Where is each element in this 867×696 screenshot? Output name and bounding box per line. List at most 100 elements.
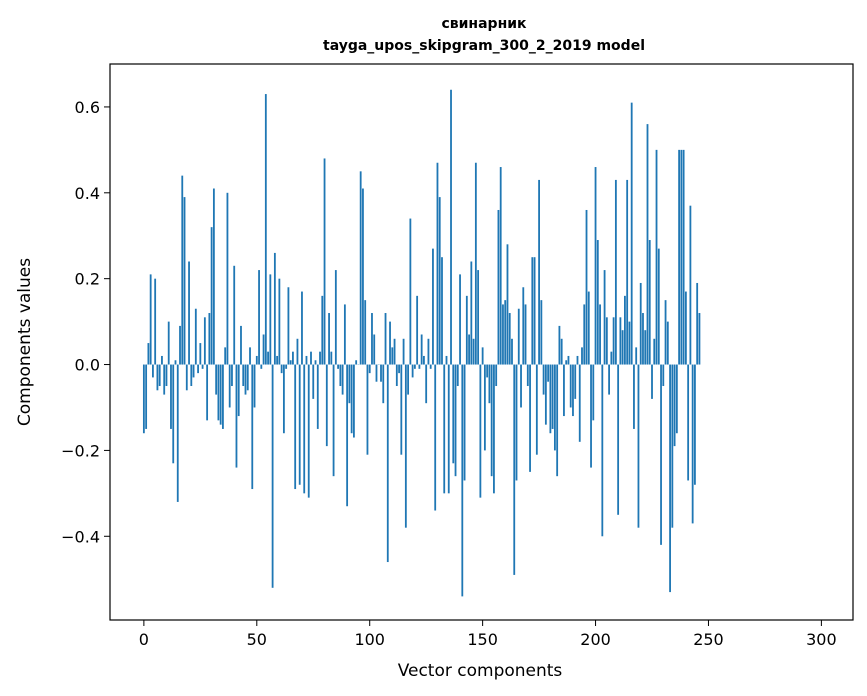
bar-99 bbox=[366, 364, 369, 455]
bar-78 bbox=[319, 351, 321, 365]
bar-238 bbox=[680, 149, 683, 365]
bar-136 bbox=[450, 89, 452, 365]
bar-53 bbox=[262, 334, 265, 365]
bar-242 bbox=[689, 205, 692, 365]
bar-217 bbox=[633, 364, 635, 429]
bar-86 bbox=[337, 364, 339, 369]
bar-209 bbox=[614, 179, 617, 365]
bar-60 bbox=[278, 278, 281, 365]
bar-56 bbox=[269, 274, 272, 365]
bar-85 bbox=[334, 270, 337, 365]
bar-4 bbox=[152, 364, 154, 378]
bar-127 bbox=[429, 364, 432, 369]
x-axis-label: Vector components bbox=[398, 661, 563, 681]
bar-100 bbox=[368, 364, 371, 374]
bar-16 bbox=[179, 325, 181, 365]
bar-39 bbox=[231, 364, 233, 387]
y-tick-label: −0.4 bbox=[61, 527, 100, 546]
bar-230 bbox=[662, 364, 665, 387]
bar-199 bbox=[592, 364, 595, 421]
bar-96 bbox=[359, 171, 362, 365]
bar-27 bbox=[203, 317, 206, 365]
bar-211 bbox=[619, 317, 622, 365]
bar-82 bbox=[328, 313, 330, 365]
bar-178 bbox=[544, 364, 547, 425]
bar-175 bbox=[538, 179, 540, 365]
bar-28 bbox=[206, 364, 209, 421]
bar-223 bbox=[646, 124, 649, 365]
bar-110 bbox=[391, 347, 394, 365]
bar-132 bbox=[441, 257, 443, 365]
bar-37 bbox=[226, 192, 229, 365]
bar-76 bbox=[314, 360, 317, 365]
bar-144 bbox=[468, 334, 470, 365]
bar-14 bbox=[174, 360, 177, 365]
bar-103 bbox=[375, 364, 378, 382]
bar-102 bbox=[373, 334, 376, 365]
x-tick-label: 300 bbox=[806, 630, 837, 649]
bar-18 bbox=[183, 197, 186, 365]
bar-130 bbox=[436, 162, 439, 365]
x-tick-label: 0 bbox=[139, 630, 149, 649]
bar-30 bbox=[210, 227, 213, 365]
bar-169 bbox=[524, 304, 527, 365]
bar-188 bbox=[567, 355, 570, 365]
bar-50 bbox=[255, 355, 258, 365]
bar-208 bbox=[612, 317, 615, 365]
y-tick-label: 0.0 bbox=[75, 356, 100, 375]
bar-72 bbox=[305, 355, 308, 365]
bar-52 bbox=[260, 364, 263, 369]
bar-153 bbox=[488, 364, 491, 404]
bar-193 bbox=[578, 364, 581, 442]
bar-21 bbox=[190, 364, 193, 387]
bar-190 bbox=[572, 364, 574, 417]
bar-226 bbox=[653, 338, 656, 365]
bar-8 bbox=[161, 355, 163, 365]
bar-128 bbox=[432, 248, 434, 365]
bar-113 bbox=[398, 364, 400, 374]
bar-210 bbox=[617, 364, 620, 515]
bar-189 bbox=[569, 364, 572, 408]
bar-133 bbox=[443, 364, 446, 494]
bar-164 bbox=[513, 364, 516, 575]
bar-205 bbox=[605, 317, 608, 365]
bar-222 bbox=[644, 330, 647, 365]
bar-148 bbox=[477, 270, 480, 365]
chart-subtitle: tayga_upos_skipgram_300_2_2019 model bbox=[323, 38, 645, 54]
bar-83 bbox=[330, 351, 333, 365]
bar-29 bbox=[208, 313, 211, 365]
bar-105 bbox=[380, 364, 382, 382]
bar-232 bbox=[666, 321, 669, 365]
bar-166 bbox=[517, 308, 520, 365]
bar-137 bbox=[452, 364, 455, 464]
bar-13 bbox=[172, 364, 175, 464]
bar-118 bbox=[409, 218, 412, 365]
bar-63 bbox=[285, 364, 288, 369]
bar-92 bbox=[350, 364, 353, 434]
bar-135 bbox=[447, 364, 450, 494]
bar-241 bbox=[687, 364, 690, 481]
bar-182 bbox=[553, 364, 556, 451]
bar-200 bbox=[594, 167, 597, 365]
bar-237 bbox=[678, 149, 681, 365]
bar-184 bbox=[558, 325, 561, 365]
bar-159 bbox=[502, 304, 504, 365]
bar-34 bbox=[219, 364, 222, 425]
bar-22 bbox=[192, 364, 195, 378]
bar-48 bbox=[251, 364, 254, 490]
bar-35 bbox=[222, 364, 224, 429]
bar-246 bbox=[698, 313, 701, 365]
bar-11 bbox=[167, 321, 170, 365]
bar-157 bbox=[497, 209, 500, 365]
bar-129 bbox=[434, 364, 437, 511]
bar-207 bbox=[610, 351, 613, 365]
bar-106 bbox=[382, 364, 385, 404]
bar-67 bbox=[294, 364, 297, 490]
bar-73 bbox=[307, 364, 310, 498]
bar-80 bbox=[323, 158, 326, 365]
bar-44 bbox=[242, 364, 245, 387]
bar-41 bbox=[235, 364, 238, 468]
y-tick-label: 0.2 bbox=[75, 270, 100, 289]
bar-62 bbox=[282, 364, 285, 434]
bar-176 bbox=[540, 300, 543, 365]
